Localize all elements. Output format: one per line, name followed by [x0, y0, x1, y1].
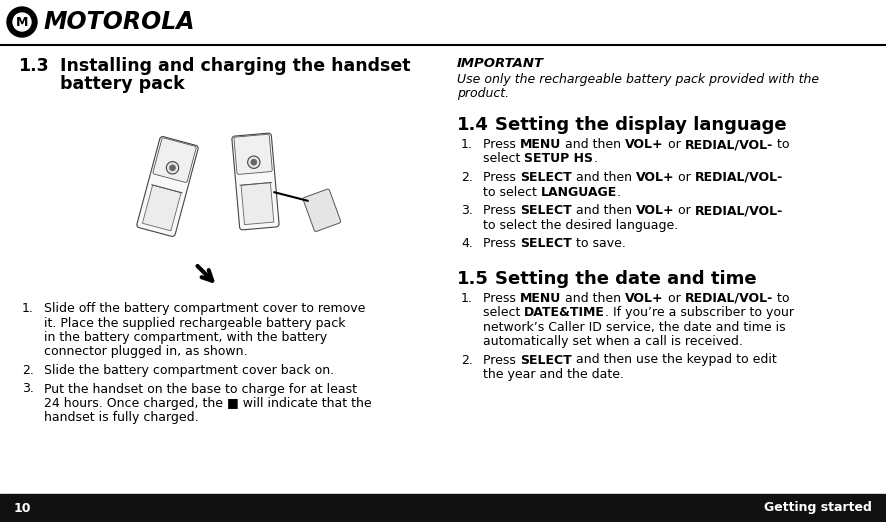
Text: 1.5: 1.5 [457, 269, 489, 288]
Text: SELECT: SELECT [520, 204, 571, 217]
Text: or: or [664, 138, 685, 151]
Circle shape [167, 162, 179, 174]
Text: 2.: 2. [461, 171, 473, 184]
Circle shape [7, 7, 37, 37]
Text: LANGUAGE: LANGUAGE [540, 185, 618, 198]
Text: Use only the rechargeable battery pack provided with the: Use only the rechargeable battery pack p… [457, 73, 820, 86]
Text: VOL+: VOL+ [635, 204, 674, 217]
Bar [0, 494, 886, 522]
Circle shape [251, 160, 256, 165]
Text: DATE&TIME: DATE&TIME [525, 306, 605, 319]
Text: or: or [664, 291, 685, 304]
Text: Press: Press [483, 171, 520, 184]
Text: . If you’re a subscriber to your: . If you’re a subscriber to your [605, 306, 794, 319]
Text: SELECT: SELECT [520, 353, 571, 366]
Text: Press: Press [483, 204, 520, 217]
Circle shape [248, 156, 260, 169]
Text: 10: 10 [14, 502, 32, 515]
Text: select: select [483, 306, 525, 319]
Text: 1.3: 1.3 [18, 57, 49, 75]
Bar [241, 183, 274, 224]
FancyBboxPatch shape [136, 137, 198, 236]
Text: handset is fully charged.: handset is fully charged. [44, 411, 198, 424]
Text: Installing and charging the handset: Installing and charging the handset [60, 57, 410, 75]
Text: MOTOROLA: MOTOROLA [44, 10, 196, 34]
Text: MENU: MENU [520, 138, 561, 151]
Text: REDIAL/VOL-: REDIAL/VOL- [685, 138, 773, 151]
FancyBboxPatch shape [303, 189, 341, 231]
Text: and then: and then [571, 171, 635, 184]
Text: 2.: 2. [22, 364, 34, 377]
Text: REDIAL/VOL-: REDIAL/VOL- [685, 291, 773, 304]
Text: to save.: to save. [571, 237, 626, 250]
Text: connector plugged in, as shown.: connector plugged in, as shown. [44, 346, 247, 359]
Text: REDIAL/VOL-: REDIAL/VOL- [695, 171, 783, 184]
Text: MENU: MENU [520, 291, 561, 304]
Text: 1.: 1. [461, 138, 473, 151]
Text: in the battery compartment, with the battery: in the battery compartment, with the bat… [44, 331, 327, 344]
Text: to select: to select [483, 185, 540, 198]
Text: 1.: 1. [22, 302, 34, 315]
Text: Press: Press [483, 237, 520, 250]
Text: Press: Press [483, 353, 520, 366]
Text: and then: and then [571, 204, 635, 217]
Text: or: or [674, 171, 695, 184]
Text: automatically set when a call is received.: automatically set when a call is receive… [483, 335, 742, 348]
Text: to: to [773, 291, 789, 304]
Text: the year and the date.: the year and the date. [483, 368, 624, 381]
Text: VOL+: VOL+ [626, 291, 664, 304]
FancyBboxPatch shape [232, 133, 279, 230]
Text: Press: Press [483, 138, 520, 151]
Text: M: M [16, 16, 28, 29]
Text: 3.: 3. [22, 383, 34, 396]
Text: or: or [674, 204, 695, 217]
Text: Put the handset on the base to charge for at least: Put the handset on the base to charge fo… [44, 383, 357, 396]
Text: 2.: 2. [461, 353, 473, 366]
Text: select: select [483, 152, 525, 165]
Text: SETUP HS: SETUP HS [525, 152, 594, 165]
Text: SELECT: SELECT [520, 171, 571, 184]
Text: network’s Caller ID service, the date and time is: network’s Caller ID service, the date an… [483, 321, 786, 334]
Text: and then use the keypad to edit: and then use the keypad to edit [571, 353, 776, 366]
FancyBboxPatch shape [153, 138, 196, 182]
Text: battery pack: battery pack [60, 75, 184, 93]
Circle shape [170, 165, 175, 171]
Text: Slide the battery compartment cover back on.: Slide the battery compartment cover back… [44, 364, 334, 377]
Text: VOL+: VOL+ [626, 138, 664, 151]
Text: SELECT: SELECT [520, 237, 571, 250]
Text: 1.4: 1.4 [457, 116, 489, 134]
Text: 1.: 1. [461, 291, 473, 304]
Text: 24 hours. Once charged, the ■ will indicate that the: 24 hours. Once charged, the ■ will indic… [44, 397, 371, 410]
Text: Slide off the battery compartment cover to remove: Slide off the battery compartment cover … [44, 302, 365, 315]
Text: Getting started: Getting started [764, 502, 872, 515]
Text: product.: product. [457, 88, 509, 101]
Text: 3.: 3. [461, 204, 473, 217]
Text: Setting the date and time: Setting the date and time [495, 269, 757, 288]
Text: VOL+: VOL+ [635, 171, 674, 184]
Text: IMPORTANT: IMPORTANT [457, 57, 544, 70]
Text: REDIAL/VOL-: REDIAL/VOL- [695, 204, 783, 217]
Text: Setting the display language: Setting the display language [495, 116, 787, 134]
Text: .: . [618, 185, 621, 198]
Text: to: to [773, 138, 789, 151]
Text: it. Place the supplied rechargeable battery pack: it. Place the supplied rechargeable batt… [44, 316, 346, 329]
Text: to select the desired language.: to select the desired language. [483, 219, 679, 231]
Text: 4.: 4. [461, 237, 473, 250]
Text: and then: and then [561, 291, 626, 304]
Circle shape [13, 13, 31, 31]
Text: and then: and then [561, 138, 626, 151]
Text: Press: Press [483, 291, 520, 304]
Text: .: . [594, 152, 597, 165]
FancyBboxPatch shape [234, 134, 272, 174]
Bar [143, 185, 181, 231]
